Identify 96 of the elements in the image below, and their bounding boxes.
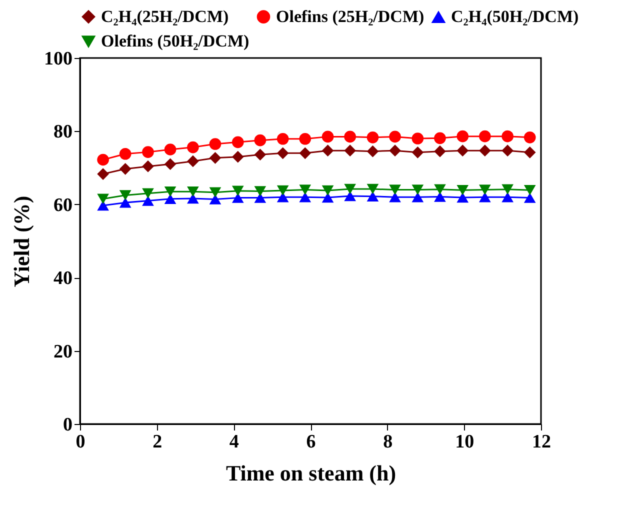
point — [299, 184, 312, 195]
y-axis-title: Yield (%) — [9, 196, 34, 288]
point — [209, 194, 222, 204]
x-tick-label: 10 — [455, 432, 474, 452]
point — [322, 185, 334, 196]
point — [276, 185, 289, 196]
point — [187, 141, 199, 154]
legend-label: C₂H₄(50H₂/DCM) — [451, 7, 579, 26]
point — [232, 192, 244, 203]
point — [254, 192, 266, 203]
point — [502, 130, 514, 142]
point — [478, 144, 491, 157]
point — [119, 148, 132, 160]
x-tick-label: 8 — [383, 432, 393, 452]
point — [478, 192, 491, 202]
point — [456, 192, 469, 203]
y-tick-label: 40 — [54, 268, 72, 290]
y-tick-label: 80 — [54, 122, 72, 143]
point — [389, 192, 401, 202]
point — [524, 185, 536, 196]
point — [299, 147, 312, 160]
point — [366, 145, 379, 158]
point — [344, 130, 356, 143]
point — [524, 132, 536, 144]
point — [502, 192, 514, 202]
point — [502, 184, 514, 195]
legend-label: Olefins (50H₂/DCM) — [101, 32, 250, 50]
point — [209, 138, 222, 150]
point — [524, 146, 536, 158]
point — [276, 147, 289, 160]
point — [232, 136, 244, 148]
point — [97, 168, 109, 180]
point — [366, 132, 379, 144]
point — [412, 146, 424, 158]
point — [276, 132, 289, 145]
y-tick-label: 60 — [54, 194, 72, 216]
point — [412, 132, 424, 144]
point — [164, 144, 176, 156]
point — [344, 184, 356, 194]
legend-label: Olefins (25H₂/DCM) — [276, 6, 424, 26]
point — [389, 130, 401, 143]
x-tick-label: 2 — [152, 432, 162, 452]
point — [119, 162, 132, 175]
point — [142, 160, 154, 172]
point — [412, 192, 424, 202]
x-tick-label: 6 — [306, 432, 316, 452]
x-axis-title: Time on steam (h) — [226, 460, 396, 486]
point — [119, 197, 132, 208]
point — [142, 146, 154, 158]
point — [164, 194, 176, 204]
point — [97, 194, 109, 204]
point — [254, 186, 266, 196]
point — [502, 144, 514, 157]
point — [164, 158, 176, 170]
point — [366, 184, 379, 194]
point — [232, 150, 244, 163]
point — [434, 132, 446, 144]
point — [164, 186, 176, 197]
point — [456, 130, 469, 142]
point — [209, 152, 222, 164]
point — [232, 186, 244, 196]
point — [434, 192, 446, 202]
point — [456, 185, 469, 196]
point — [412, 184, 424, 195]
point — [344, 144, 356, 157]
point — [322, 144, 334, 157]
point — [254, 134, 266, 146]
point — [254, 148, 266, 161]
point — [434, 184, 446, 195]
y-tick-label: 0 — [63, 414, 72, 436]
x-tick-label: 12 — [532, 432, 551, 452]
point — [142, 188, 154, 199]
point — [366, 191, 379, 202]
point — [434, 145, 446, 158]
x-tick-label: 0 — [76, 432, 86, 452]
point — [344, 190, 356, 202]
point — [209, 187, 222, 198]
point — [524, 192, 536, 203]
point — [322, 192, 334, 203]
point — [322, 130, 334, 143]
point — [478, 184, 491, 195]
legend-label: C₂H₄(25H₂/DCM) — [101, 6, 229, 26]
point — [142, 196, 154, 206]
point — [187, 155, 199, 168]
y-tick-label: 20 — [54, 341, 72, 362]
point — [119, 190, 132, 200]
point — [389, 144, 401, 157]
point — [187, 186, 199, 197]
point — [97, 154, 109, 166]
y-tick-label: 100 — [44, 48, 72, 70]
point — [456, 144, 469, 157]
x-tick-label: 4 — [229, 432, 240, 452]
point — [389, 184, 401, 195]
point — [299, 192, 312, 202]
point — [478, 130, 491, 142]
point — [299, 132, 312, 145]
